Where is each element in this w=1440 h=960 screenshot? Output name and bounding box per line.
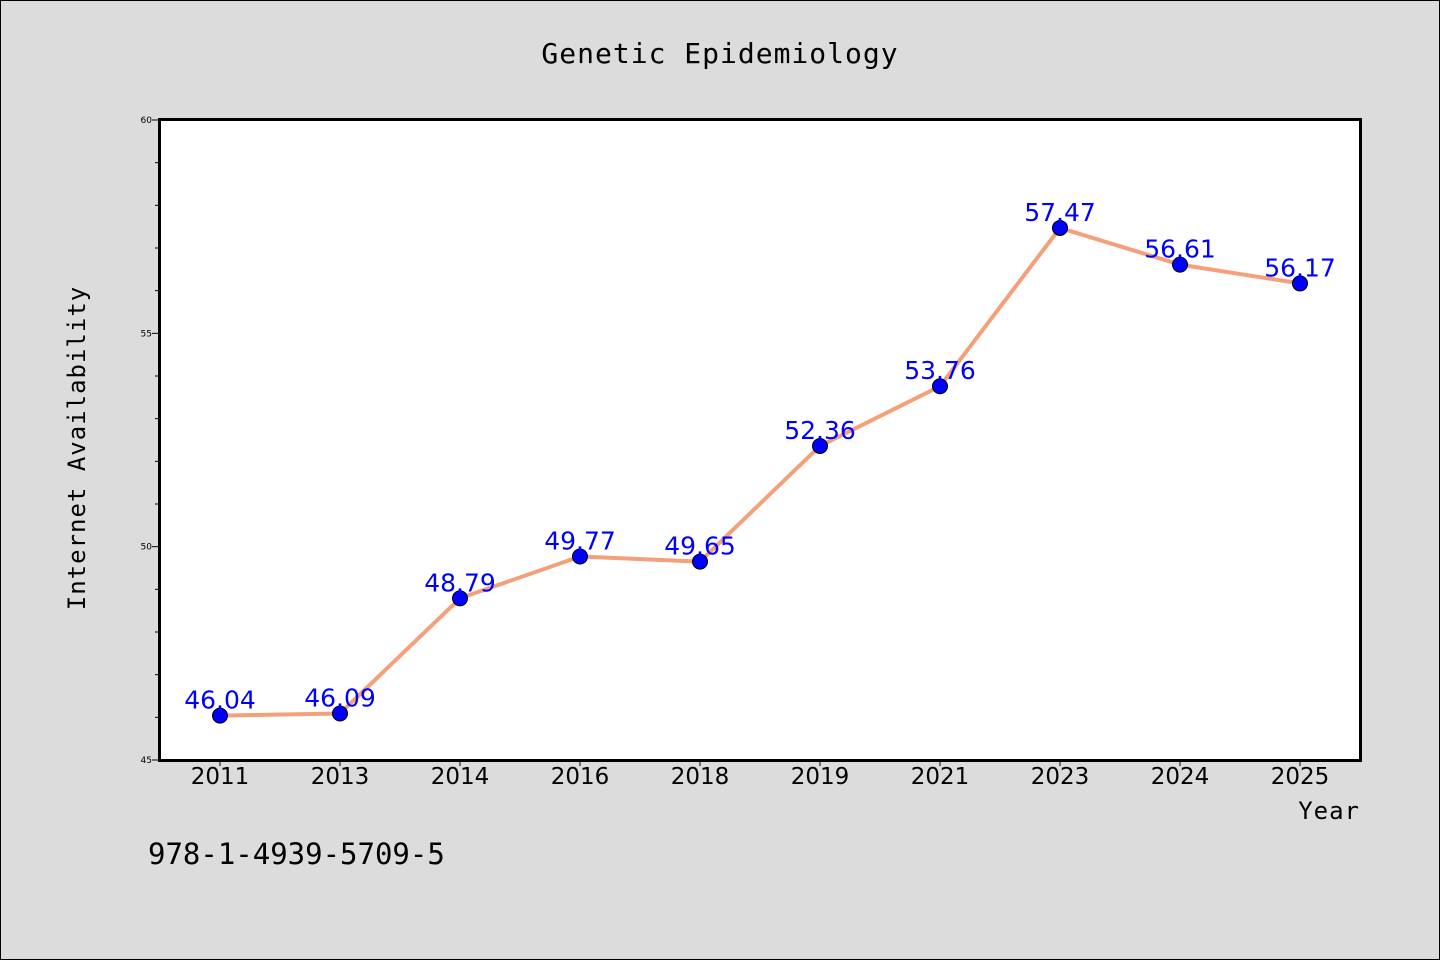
- y-tick-label: 60: [141, 116, 153, 126]
- y-axis: 45 50 55 60: [141, 116, 160, 766]
- data-point: [452, 590, 468, 607]
- series-line: [218, 225, 1302, 718]
- data-point: [212, 707, 228, 724]
- data-point: [572, 548, 588, 565]
- x-tick-label: 2021: [911, 764, 970, 790]
- x-tick-label: 2019: [791, 764, 850, 790]
- x-tick-label: 2023: [1031, 764, 1090, 790]
- data-label: 49.65: [664, 532, 736, 561]
- x-axis: 2011 2013 2014 2016 2018 2019 2021 2023 2024 2025: [191, 760, 1330, 790]
- data-point: [1172, 256, 1188, 273]
- y-tick-label: 55: [141, 329, 152, 339]
- data-label: 56.61: [1144, 235, 1216, 264]
- chart-title: Genetic Epidemiology: [541, 37, 898, 70]
- data-label: 53.76: [904, 356, 976, 385]
- data-point: [332, 705, 348, 722]
- data-point: [1292, 275, 1308, 292]
- x-axis-label: Year: [1298, 797, 1360, 825]
- y-tick-label: 45: [141, 756, 152, 766]
- data-series: [212, 219, 1308, 724]
- data-point: [692, 553, 708, 570]
- data-label: 52.36: [784, 416, 856, 445]
- data-label: 57.47: [1024, 198, 1096, 227]
- data-labels: 46.04 46.09 48.79 49.77 49.65 52.36 53.76 57.47…: [184, 198, 1336, 715]
- x-tick-label: 2013: [311, 764, 370, 790]
- x-tick-label: 2016: [551, 764, 610, 790]
- isbn-annotation: 978-1-4939-5709-5: [148, 837, 445, 871]
- x-tick-label: 2018: [671, 764, 730, 790]
- plot-area: [158, 118, 1362, 762]
- y-axis-label: Internet Availability: [63, 286, 91, 610]
- y-tick-label: 50: [141, 543, 153, 553]
- data-point: [812, 437, 828, 454]
- x-tick-label: 2014: [431, 764, 490, 790]
- data-label: 49.77: [544, 526, 616, 555]
- data-point: [932, 378, 948, 395]
- x-tick-label: 2011: [191, 764, 250, 790]
- data-point: [1052, 219, 1068, 236]
- data-label: 48.79: [424, 568, 496, 597]
- data-label: 46.09: [304, 683, 376, 712]
- data-label: 56.17: [1264, 253, 1336, 282]
- x-tick-label: 2025: [1271, 764, 1330, 790]
- data-label: 46.04: [184, 686, 256, 715]
- x-tick-label: 2024: [1151, 764, 1210, 790]
